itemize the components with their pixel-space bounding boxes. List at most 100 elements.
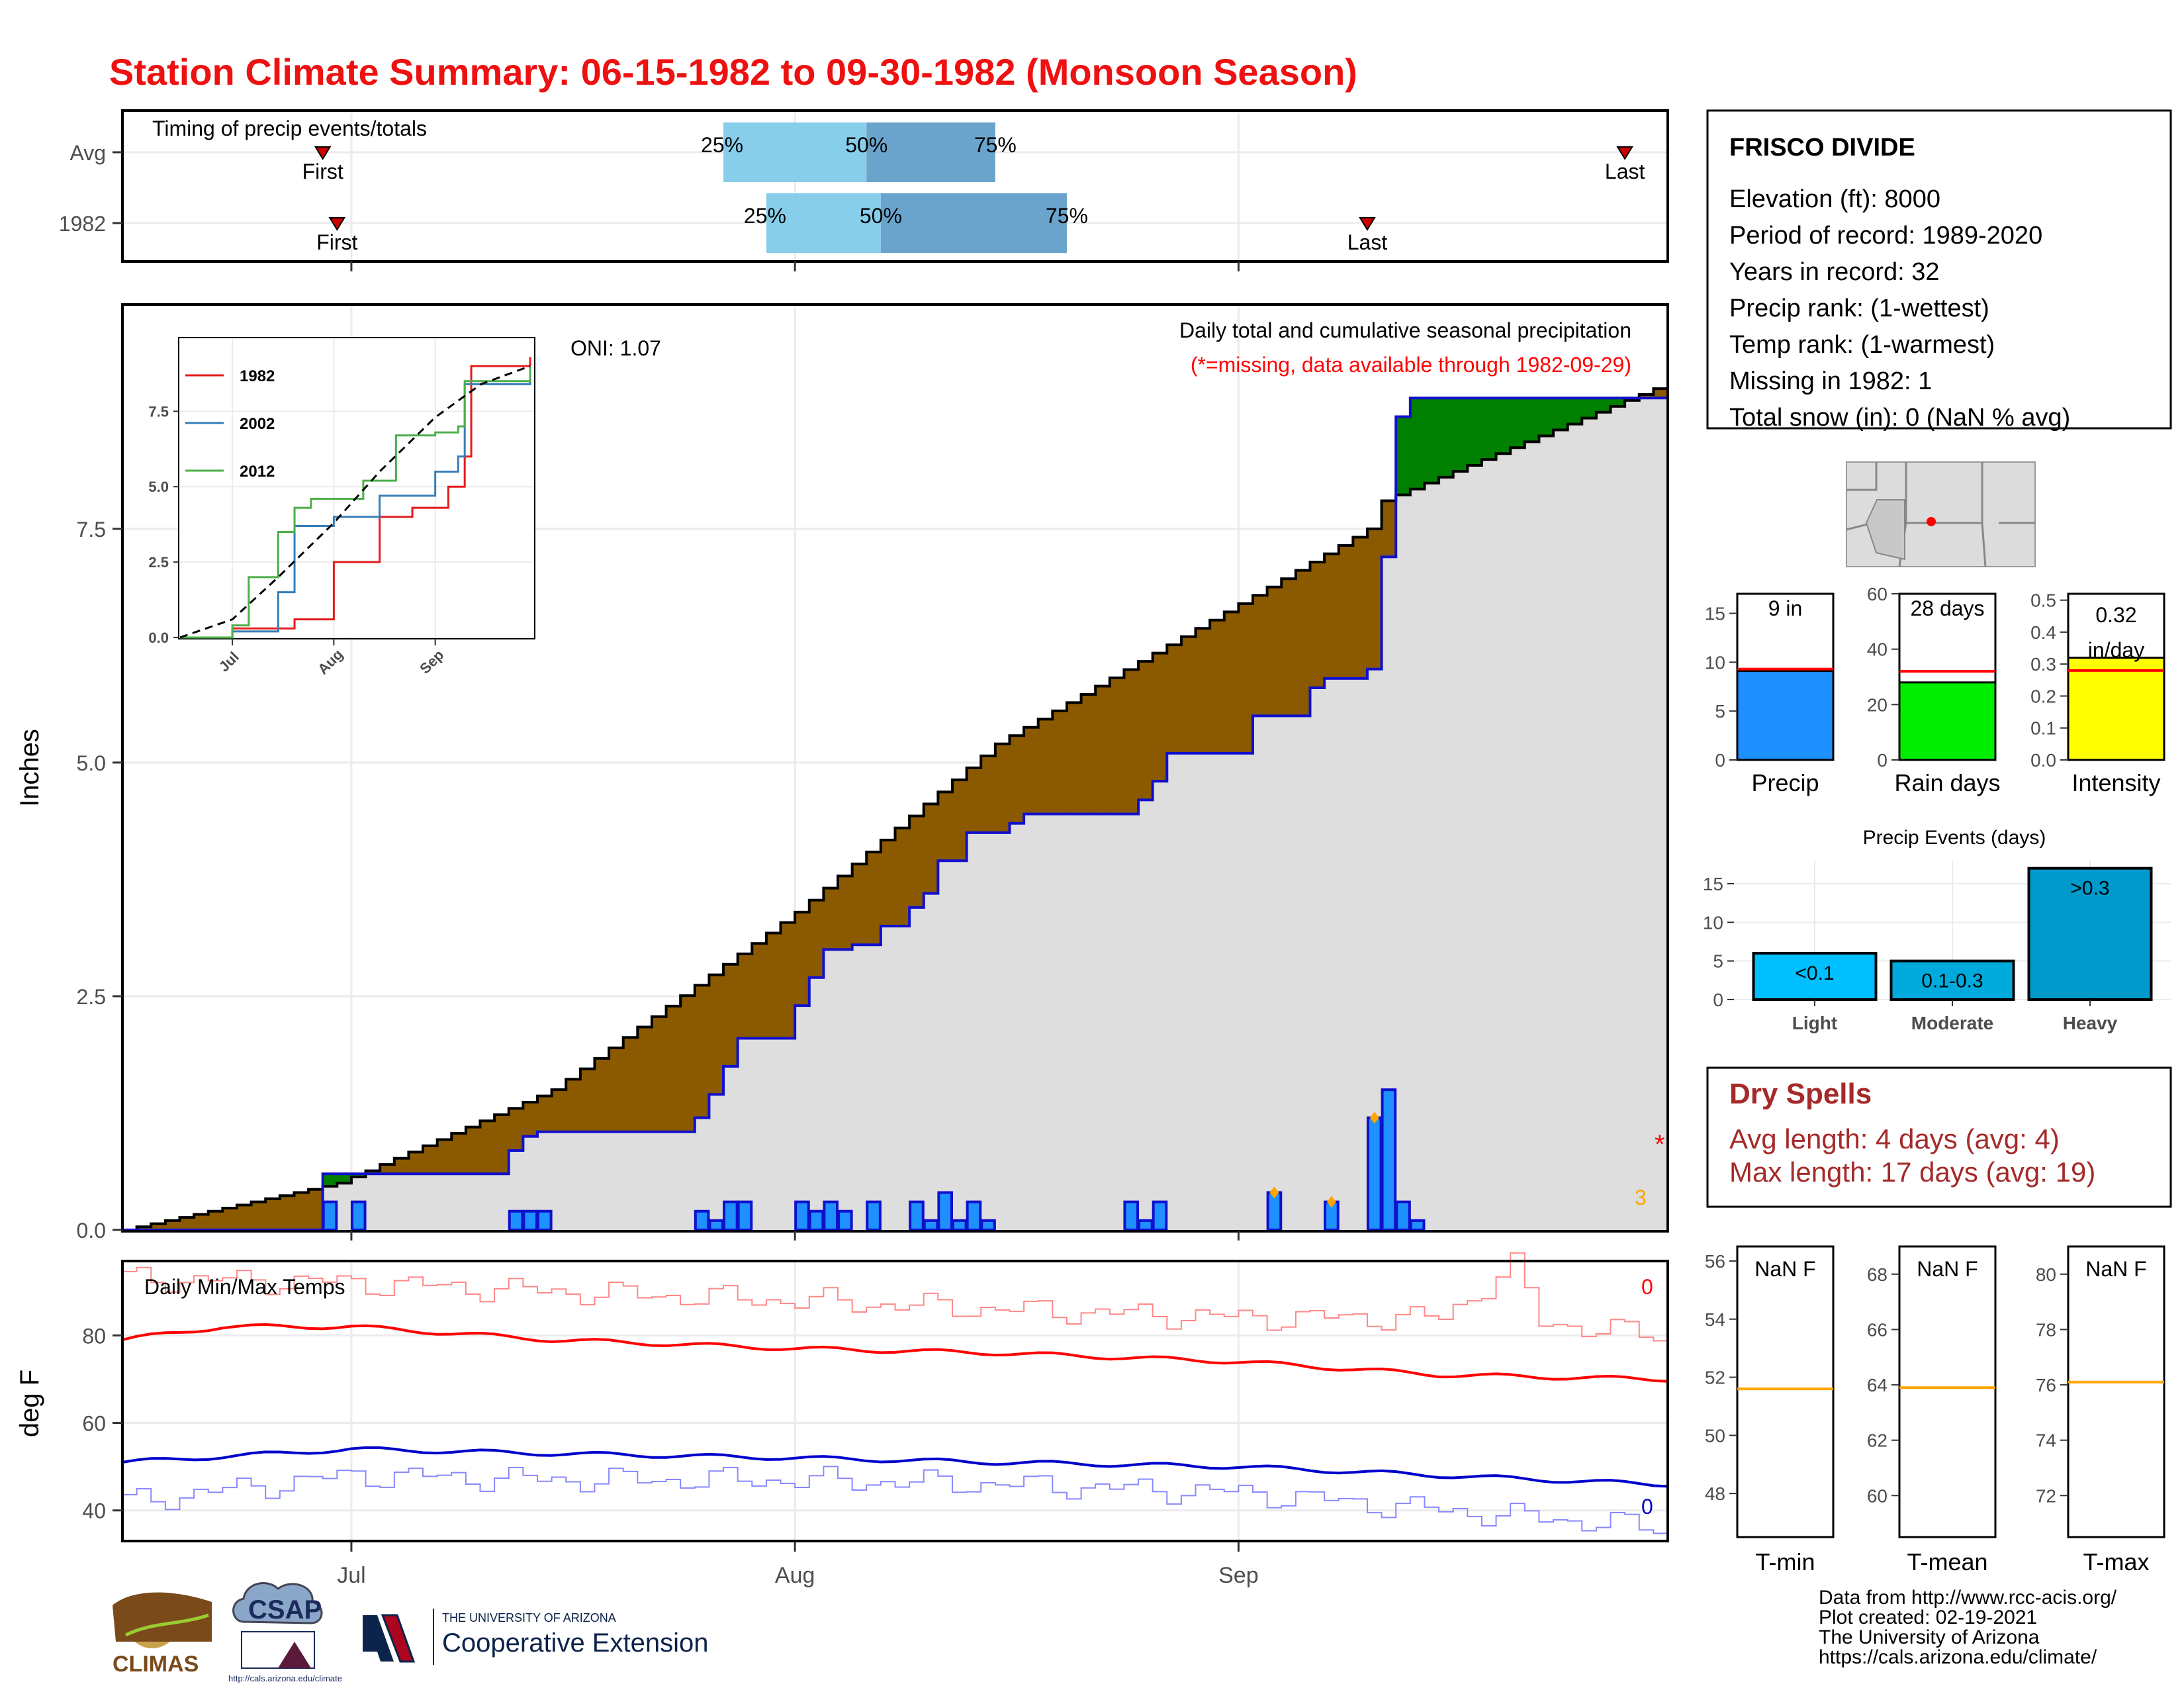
quartile-bar-upper xyxy=(866,122,995,182)
footer-line-2: Plot created: 02-19-2021 xyxy=(1819,1607,2037,1628)
daily-precip-bar xyxy=(909,1200,925,1231)
precip-diff-area xyxy=(537,1096,553,1132)
first-event-label: First xyxy=(302,160,343,183)
precip-diff-area xyxy=(1424,398,1439,483)
temp-max-count: 0 xyxy=(1641,1275,1653,1299)
footer-line-4: https://cals.arizona.edu/climate/ xyxy=(1819,1646,2097,1668)
timing-rows: Avg 25% 50% 75% First Last 1982 25% 50% 75% First L… xyxy=(59,122,1666,254)
ua-extension-text: Cooperative Extension xyxy=(442,1628,708,1658)
precip-diff-area xyxy=(437,1139,452,1174)
inset-series-line xyxy=(180,366,531,639)
precip-diff-area xyxy=(723,964,739,1066)
csap-cloud-icon xyxy=(232,1582,323,1624)
precip-diff-area xyxy=(680,996,696,1132)
summary-y-tick-label: 0.5 xyxy=(2030,590,2056,611)
precip-diff-area xyxy=(609,1048,624,1132)
daily-precip-bar xyxy=(737,1200,753,1231)
climas-logo-text: CLIMAS xyxy=(113,1652,199,1677)
dry-spells-max: Max length: 17 days (avg: 19) xyxy=(1729,1156,2095,1188)
precip-diff-area xyxy=(294,1192,309,1230)
temp-box-y-tick-label: 52 xyxy=(1705,1368,1725,1388)
precip-diff-area xyxy=(1167,645,1182,753)
precip-diff-area xyxy=(966,768,981,833)
precip-diff-area xyxy=(151,1223,166,1230)
daily-precip-bar xyxy=(322,1200,338,1231)
precip-diff-area xyxy=(981,755,996,833)
precip-diff-area xyxy=(551,1090,567,1132)
quartile-25-label: 25% xyxy=(744,204,786,228)
precip-y-tick-label: 2.5 xyxy=(77,985,106,1009)
precip-diff-area xyxy=(508,1108,523,1150)
station-elevation: Elevation (ft): 8000 xyxy=(1729,185,1940,213)
intensity-value: 0.32 xyxy=(2095,603,2136,627)
precip-diff-area xyxy=(494,1114,510,1174)
precip-diff-area xyxy=(1481,398,1497,460)
precip-diff-area xyxy=(1539,398,1554,436)
precip-diff-area xyxy=(866,852,882,945)
last-event-label: Last xyxy=(1347,230,1388,254)
precip-diff-area xyxy=(909,816,925,908)
precip-diff-area xyxy=(1081,694,1096,814)
summary-value-bar xyxy=(2067,657,2165,761)
precip-diff-area xyxy=(1238,603,1253,753)
precip-diff-area xyxy=(709,974,724,1095)
precip-y-tick-label: 7.5 xyxy=(77,518,106,541)
missing-marker: * xyxy=(1655,1130,1665,1159)
summary-y-tick-label: 0.2 xyxy=(2030,686,2056,706)
station-box: FRISCO DIVIDE Elevation (ft): 8000 Perio… xyxy=(1706,109,2172,432)
precip-diff-area xyxy=(337,1174,352,1184)
inset-legend-label: 2012 xyxy=(240,463,275,481)
precip-diff-area xyxy=(1066,702,1082,814)
temp-y-tick-label: 40 xyxy=(82,1499,106,1523)
summary-value-bar xyxy=(1736,670,1835,761)
inset-y-tick-label: 0.0 xyxy=(148,630,169,646)
dry-spells-title: Dry Spells xyxy=(1729,1078,1872,1110)
precip-diff-area xyxy=(1295,570,1310,716)
temp-y-tick-label: 80 xyxy=(82,1324,106,1348)
precip-diff-area xyxy=(179,1217,195,1230)
precip-diff-area xyxy=(1467,398,1482,466)
ua-a-icon xyxy=(381,1614,416,1663)
precip-diff-area xyxy=(651,1016,667,1132)
summary-y-tick-label: 60 xyxy=(1867,584,1888,604)
quartile-25-label: 25% xyxy=(701,133,743,157)
precip-diff-area xyxy=(1582,398,1597,418)
precip-diff-area xyxy=(136,1227,152,1230)
map-state-az xyxy=(1865,499,1905,561)
precip-diff-area xyxy=(737,954,752,1039)
precip-diff-area xyxy=(780,922,796,1039)
precip-diff-area xyxy=(279,1196,295,1230)
dry-spells-avg: Avg length: 4 days (avg: 4) xyxy=(1729,1123,2060,1154)
temp-box-y-tick-label: 50 xyxy=(1705,1425,1725,1446)
precip-diff-area xyxy=(795,912,810,1006)
daily-precip-bar xyxy=(794,1200,810,1231)
temp-box-y-tick-label: 74 xyxy=(2036,1430,2056,1451)
precip-diff-area xyxy=(852,864,867,945)
precip-diff-area xyxy=(666,1006,681,1132)
precip-diff-area xyxy=(1052,710,1068,814)
precip-diff-area xyxy=(265,1198,281,1230)
footer-line-1: Data from http://www.rcc-acis.org/ xyxy=(1819,1587,2117,1609)
precip-y-tick-label: 0.0 xyxy=(77,1219,106,1243)
inset-series-line xyxy=(180,357,531,639)
inset-series-line xyxy=(180,378,531,639)
temp-box-label: T-mean xyxy=(1907,1548,1987,1575)
precip-diff-area xyxy=(451,1133,467,1174)
csap-logo-text: CSAP xyxy=(248,1595,322,1624)
summary-y-tick-label: 20 xyxy=(1867,694,1888,715)
inset-series-line xyxy=(179,365,531,639)
precip-diff-area xyxy=(1338,545,1353,679)
events-bar-label: >0.3 xyxy=(2070,878,2109,900)
temp-box-label: T-max xyxy=(2083,1548,2149,1575)
precip-diff-area xyxy=(1210,620,1225,753)
events-bar xyxy=(2027,867,2153,1001)
daily-precip-bar xyxy=(1409,1219,1426,1231)
temp-box-frame xyxy=(1736,1245,1835,1538)
temp-panel: Daily Min/Max Temps 0 0 deg F 40 60 80 Jul A… xyxy=(15,1252,1669,1588)
events-y-tick-label: 10 xyxy=(1703,912,1723,933)
timing-row-label: 1982 xyxy=(59,212,106,236)
daily-precip-bar xyxy=(522,1209,538,1231)
station-precip-rank: Precip rank: (1-wettest) xyxy=(1729,295,1989,322)
daily-precip-bar xyxy=(1138,1219,1154,1231)
